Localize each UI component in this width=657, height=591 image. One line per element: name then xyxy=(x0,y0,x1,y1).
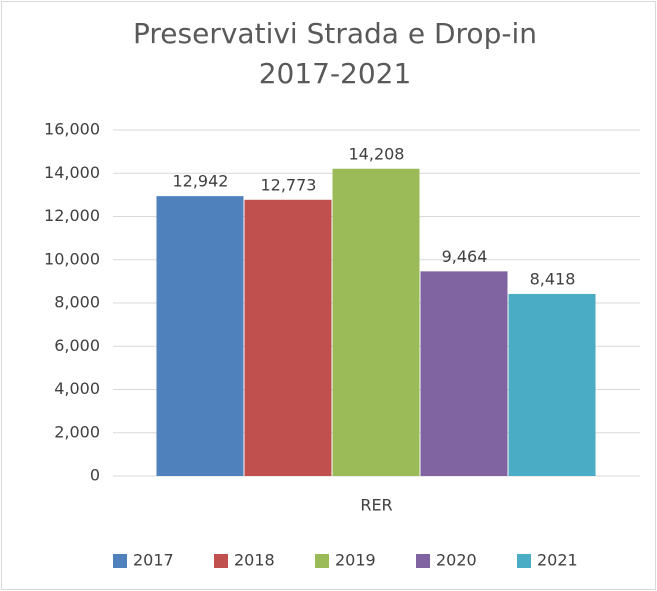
y-tick-label: 6,000 xyxy=(54,336,100,355)
legend-swatch xyxy=(517,554,531,568)
data-label: 9,464 xyxy=(442,247,488,266)
bar xyxy=(508,293,596,476)
y-tick-label: 4,000 xyxy=(54,379,100,398)
data-label: 8,418 xyxy=(530,269,576,288)
legend-swatch xyxy=(113,554,127,568)
y-tick-label: 2,000 xyxy=(54,422,100,441)
legend-label: 2021 xyxy=(537,551,578,570)
y-tick-label: 0 xyxy=(90,466,100,485)
legend-label: 2018 xyxy=(234,551,275,570)
bar xyxy=(156,196,244,476)
y-tick-label: 12,000 xyxy=(44,206,100,225)
y-tick-label: 10,000 xyxy=(44,249,100,268)
y-tick-label: 14,000 xyxy=(44,163,100,182)
bar xyxy=(420,271,508,476)
data-label: 12,942 xyxy=(172,172,228,191)
bar xyxy=(332,168,420,476)
x-tick-label: RER xyxy=(360,496,392,515)
data-label: 12,773 xyxy=(260,175,316,194)
legend-label: 2019 xyxy=(335,551,376,570)
legend-label: 2020 xyxy=(436,551,477,570)
chart-title: Preservativi Strada e Drop-in 2017-2021 xyxy=(133,17,537,90)
legend-swatch xyxy=(315,554,329,568)
legend-swatch xyxy=(416,554,430,568)
y-tick-label: 16,000 xyxy=(44,120,100,139)
y-tick-label: 8,000 xyxy=(54,293,100,312)
data-label: 14,208 xyxy=(349,144,405,163)
legend-swatch xyxy=(214,554,228,568)
bar xyxy=(244,199,332,476)
legend-label: 2017 xyxy=(133,551,174,570)
